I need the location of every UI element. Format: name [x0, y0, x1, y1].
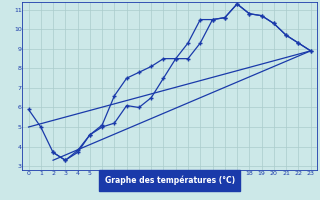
X-axis label: Graphe des températures (°C): Graphe des températures (°C) — [105, 176, 235, 185]
